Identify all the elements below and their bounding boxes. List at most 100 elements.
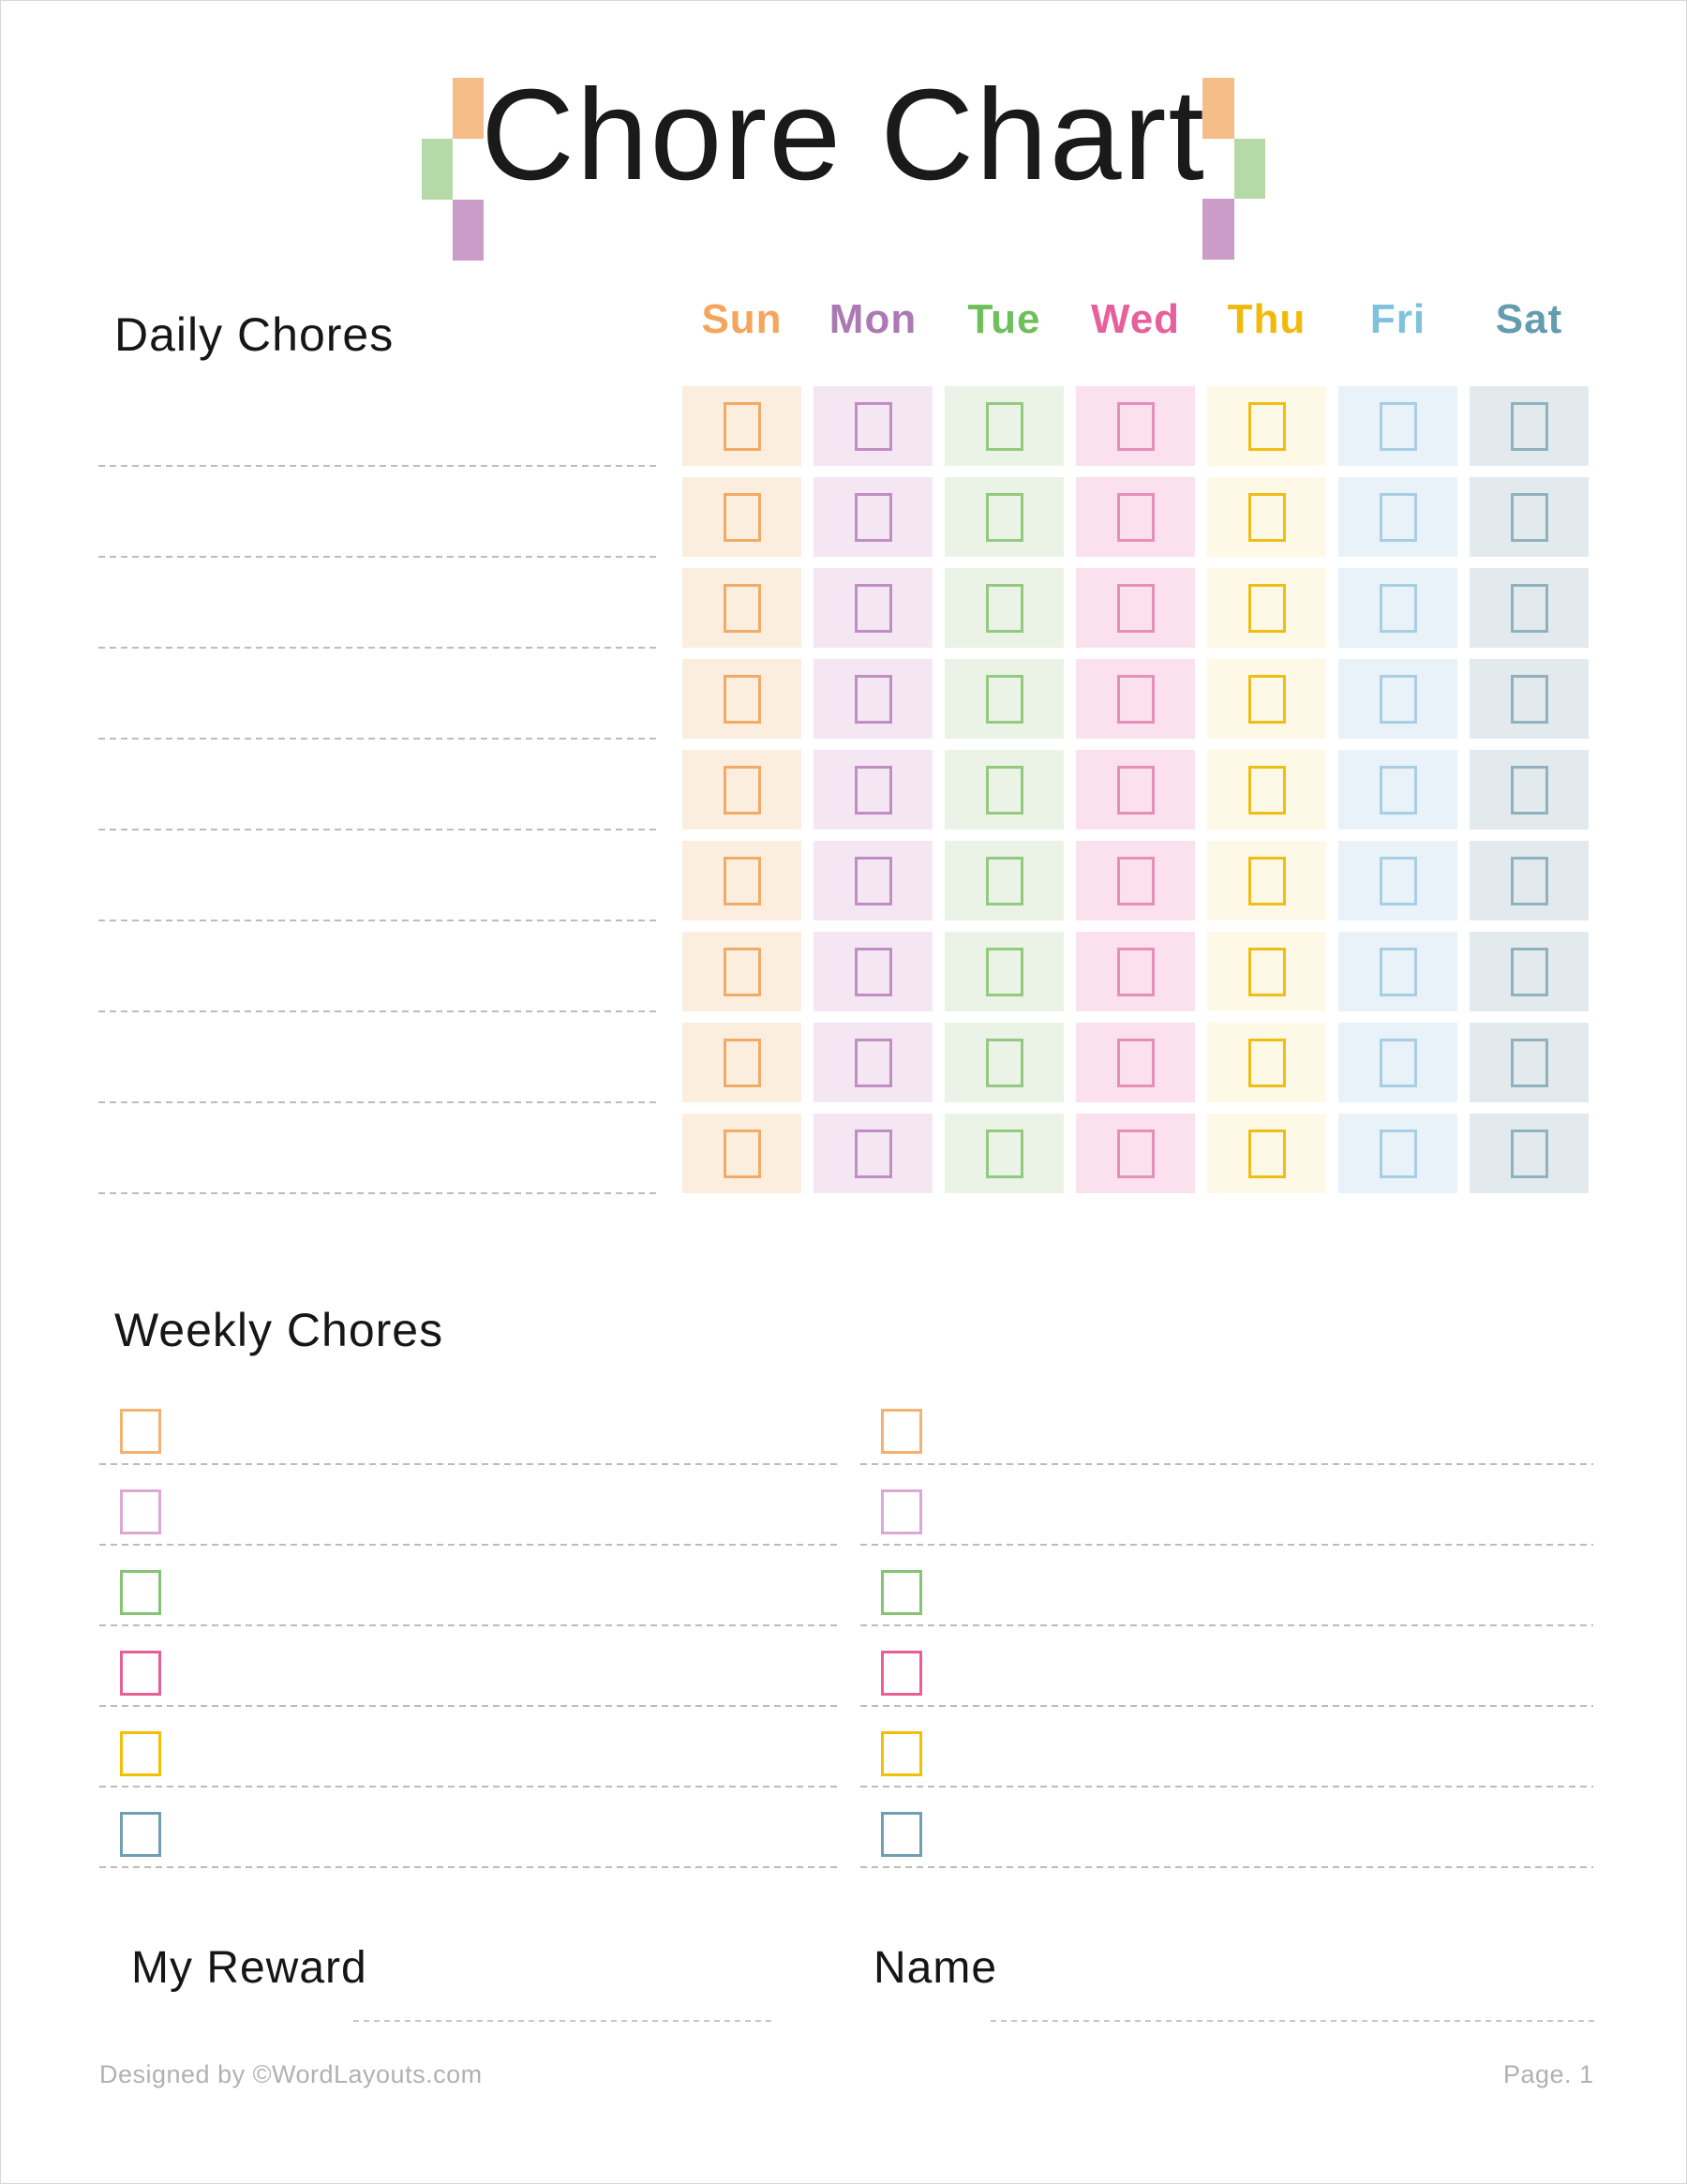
chore-cell-sun-row5[interactable]: [682, 750, 801, 830]
chore-cell-thu-row1[interactable]: [1207, 386, 1326, 466]
daily-checkbox-mon-row7[interactable]: [854, 947, 892, 996]
chore-cell-wed-row3[interactable]: [1076, 568, 1195, 648]
chore-cell-wed-row2[interactable]: [1076, 477, 1195, 557]
daily-chore-input-line-6[interactable]: [98, 920, 656, 921]
daily-checkbox-thu-row9[interactable]: [1247, 1129, 1286, 1178]
daily-checkbox-tue-row5[interactable]: [985, 765, 1023, 815]
chore-cell-fri-row7[interactable]: [1338, 932, 1457, 1011]
weekly-checkbox-right-6[interactable]: [881, 1812, 922, 1857]
daily-checkbox-wed-row4[interactable]: [1116, 674, 1155, 724]
daily-checkbox-tue-row2[interactable]: [985, 492, 1023, 542]
chore-cell-fri-row8[interactable]: [1338, 1023, 1457, 1102]
chore-cell-mon-row7[interactable]: [814, 932, 933, 1011]
daily-checkbox-sat-row2[interactable]: [1510, 492, 1548, 542]
weekly-checkbox-left-5[interactable]: [120, 1731, 161, 1776]
daily-checkbox-wed-row3[interactable]: [1116, 583, 1155, 633]
daily-checkbox-fri-row2[interactable]: [1379, 492, 1417, 542]
weekly-chore-input-line-left-4[interactable]: [99, 1705, 837, 1707]
weekly-chore-input-line-right-4[interactable]: [860, 1705, 1593, 1707]
daily-checkbox-fri-row6[interactable]: [1379, 856, 1417, 905]
daily-checkbox-tue-row7[interactable]: [985, 947, 1023, 996]
weekly-chore-input-line-left-1[interactable]: [99, 1463, 837, 1465]
chore-cell-sat-row3[interactable]: [1470, 568, 1589, 648]
daily-checkbox-thu-row4[interactable]: [1247, 674, 1286, 724]
daily-chore-input-line-5[interactable]: [98, 829, 656, 830]
chore-cell-tue-row1[interactable]: [945, 386, 1064, 466]
daily-checkbox-thu-row8[interactable]: [1247, 1038, 1286, 1087]
chore-cell-mon-row2[interactable]: [814, 477, 933, 557]
daily-checkbox-sat-row4[interactable]: [1510, 674, 1548, 724]
weekly-checkbox-right-4[interactable]: [881, 1651, 922, 1696]
daily-checkbox-sat-row5[interactable]: [1510, 765, 1548, 815]
chore-cell-tue-row6[interactable]: [945, 841, 1064, 920]
daily-checkbox-mon-row1[interactable]: [854, 401, 892, 451]
chore-cell-sat-row4[interactable]: [1470, 659, 1589, 739]
daily-checkbox-tue-row4[interactable]: [985, 674, 1023, 724]
chore-cell-tue-row5[interactable]: [945, 750, 1064, 830]
daily-checkbox-sun-row7[interactable]: [723, 947, 761, 996]
chore-cell-fri-row1[interactable]: [1338, 386, 1457, 466]
weekly-chore-input-line-left-6[interactable]: [99, 1866, 837, 1868]
chore-cell-wed-row6[interactable]: [1076, 841, 1195, 920]
daily-checkbox-sun-row9[interactable]: [723, 1129, 761, 1178]
daily-checkbox-fri-row7[interactable]: [1379, 947, 1417, 996]
chore-cell-tue-row8[interactable]: [945, 1023, 1064, 1102]
chore-cell-tue-row9[interactable]: [945, 1114, 1064, 1193]
chore-cell-fri-row9[interactable]: [1338, 1114, 1457, 1193]
daily-checkbox-thu-row6[interactable]: [1247, 856, 1286, 905]
chore-cell-sat-row8[interactable]: [1470, 1023, 1589, 1102]
chore-cell-thu-row7[interactable]: [1207, 932, 1326, 1011]
chore-cell-thu-row2[interactable]: [1207, 477, 1326, 557]
daily-checkbox-thu-row3[interactable]: [1247, 583, 1286, 633]
daily-checkbox-mon-row6[interactable]: [854, 856, 892, 905]
chore-cell-tue-row7[interactable]: [945, 932, 1064, 1011]
chore-cell-thu-row4[interactable]: [1207, 659, 1326, 739]
weekly-chore-input-line-left-2[interactable]: [99, 1544, 837, 1546]
weekly-checkbox-right-2[interactable]: [881, 1489, 922, 1534]
daily-checkbox-sat-row7[interactable]: [1510, 947, 1548, 996]
weekly-chore-input-line-right-2[interactable]: [860, 1544, 1593, 1546]
daily-chore-input-line-8[interactable]: [98, 1101, 656, 1103]
chore-cell-thu-row8[interactable]: [1207, 1023, 1326, 1102]
daily-checkbox-fri-row5[interactable]: [1379, 765, 1417, 815]
chore-cell-sun-row7[interactable]: [682, 932, 801, 1011]
chore-cell-wed-row4[interactable]: [1076, 659, 1195, 739]
weekly-chore-input-line-left-5[interactable]: [99, 1786, 837, 1788]
weekly-checkbox-left-3[interactable]: [120, 1570, 161, 1615]
daily-checkbox-sun-row1[interactable]: [723, 401, 761, 451]
daily-checkbox-tue-row3[interactable]: [985, 583, 1023, 633]
daily-checkbox-sat-row6[interactable]: [1510, 856, 1548, 905]
chore-cell-sun-row6[interactable]: [682, 841, 801, 920]
daily-checkbox-tue-row8[interactable]: [985, 1038, 1023, 1087]
daily-checkbox-wed-row8[interactable]: [1116, 1038, 1155, 1087]
weekly-chore-input-line-left-3[interactable]: [99, 1624, 837, 1626]
daily-checkbox-mon-row5[interactable]: [854, 765, 892, 815]
chore-cell-fri-row4[interactable]: [1338, 659, 1457, 739]
chore-cell-wed-row7[interactable]: [1076, 932, 1195, 1011]
chore-cell-sun-row9[interactable]: [682, 1114, 801, 1193]
chore-cell-thu-row5[interactable]: [1207, 750, 1326, 830]
daily-checkbox-tue-row6[interactable]: [985, 856, 1023, 905]
chore-cell-thu-row3[interactable]: [1207, 568, 1326, 648]
daily-checkbox-mon-row2[interactable]: [854, 492, 892, 542]
daily-chore-input-line-4[interactable]: [98, 738, 656, 740]
chore-cell-mon-row8[interactable]: [814, 1023, 933, 1102]
chore-cell-thu-row9[interactable]: [1207, 1114, 1326, 1193]
daily-chore-input-line-3[interactable]: [98, 647, 656, 649]
daily-checkbox-sat-row8[interactable]: [1510, 1038, 1548, 1087]
daily-checkbox-fri-row3[interactable]: [1379, 583, 1417, 633]
daily-checkbox-sat-row1[interactable]: [1510, 401, 1548, 451]
weekly-chore-input-line-right-1[interactable]: [860, 1463, 1593, 1465]
daily-checkbox-sun-row4[interactable]: [723, 674, 761, 724]
daily-checkbox-mon-row9[interactable]: [854, 1129, 892, 1178]
weekly-chore-input-line-right-5[interactable]: [860, 1786, 1593, 1788]
daily-checkbox-wed-row7[interactable]: [1116, 947, 1155, 996]
daily-chore-input-line-2[interactable]: [98, 556, 656, 558]
weekly-checkbox-right-1[interactable]: [881, 1409, 922, 1454]
daily-checkbox-fri-row4[interactable]: [1379, 674, 1417, 724]
daily-chore-input-line-1[interactable]: [98, 465, 656, 467]
weekly-checkbox-right-5[interactable]: [881, 1731, 922, 1776]
name-input-line[interactable]: [991, 2020, 1596, 2022]
chore-cell-fri-row2[interactable]: [1338, 477, 1457, 557]
weekly-checkbox-right-3[interactable]: [881, 1570, 922, 1615]
